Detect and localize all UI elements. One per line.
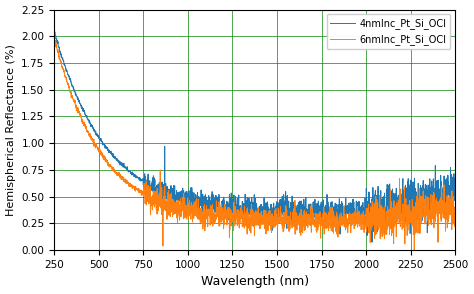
6nmInc_Pt_Si_OCI bbox=[411, 248, 417, 252]
6nmInc_Pt_Si_OCI bbox=[246, 215, 252, 219]
Line: 4nmInc_Pt_Si_OCI: 4nmInc_Pt_Si_OCI bbox=[54, 31, 456, 242]
6nmInc_Pt_Si_OCI bbox=[387, 212, 393, 216]
Legend: 4nmInc_Pt_Si_OCI, 6nmInc_Pt_Si_OCI: 4nmInc_Pt_Si_OCI, 6nmInc_Pt_Si_OCI bbox=[327, 14, 450, 49]
4nmInc_Pt_Si_OCI bbox=[51, 29, 57, 33]
6nmInc_Pt_Si_OCI bbox=[341, 215, 346, 218]
4nmInc_Pt_Si_OCI bbox=[280, 208, 285, 211]
4nmInc_Pt_Si_OCI bbox=[397, 190, 403, 193]
6nmInc_Pt_Si_OCI bbox=[280, 226, 285, 230]
Line: 6nmInc_Pt_Si_OCI: 6nmInc_Pt_Si_OCI bbox=[54, 37, 456, 250]
X-axis label: Wavelength (nm): Wavelength (nm) bbox=[201, 275, 309, 288]
4nmInc_Pt_Si_OCI bbox=[246, 204, 252, 208]
6nmInc_Pt_Si_OCI bbox=[396, 217, 402, 220]
6nmInc_Pt_Si_OCI bbox=[51, 35, 57, 39]
4nmInc_Pt_Si_OCI bbox=[341, 205, 346, 209]
4nmInc_Pt_Si_OCI bbox=[387, 218, 393, 221]
Y-axis label: Hemispherical Reflectance (%): Hemispherical Reflectance (%) bbox=[6, 44, 16, 216]
4nmInc_Pt_Si_OCI bbox=[369, 240, 375, 244]
4nmInc_Pt_Si_OCI bbox=[453, 177, 458, 181]
4nmInc_Pt_Si_OCI bbox=[397, 199, 402, 203]
6nmInc_Pt_Si_OCI bbox=[397, 208, 403, 212]
6nmInc_Pt_Si_OCI bbox=[453, 216, 458, 219]
